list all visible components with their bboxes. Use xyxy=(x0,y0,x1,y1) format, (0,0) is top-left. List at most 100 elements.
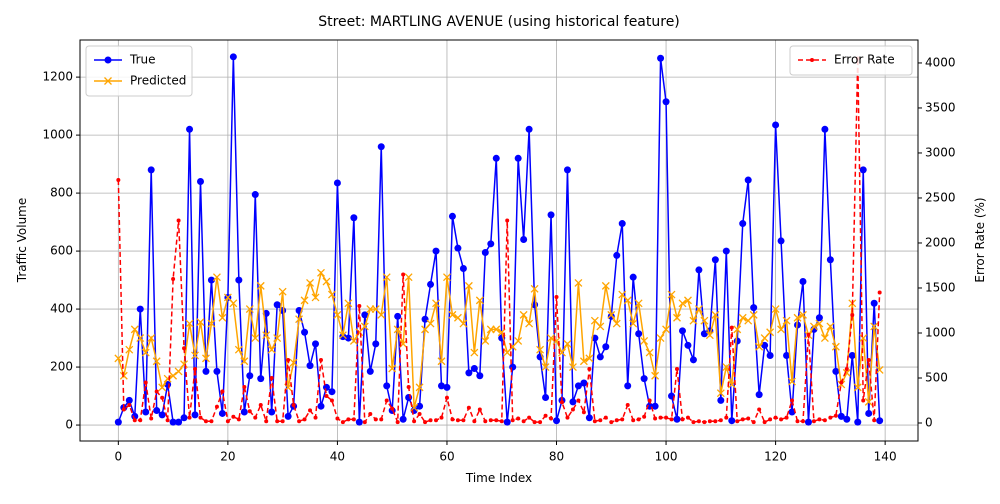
marker xyxy=(757,407,762,412)
marker xyxy=(262,331,271,340)
marker xyxy=(815,319,824,328)
marker xyxy=(242,384,247,389)
marker xyxy=(662,98,670,106)
marker xyxy=(475,296,484,305)
marker xyxy=(581,410,586,415)
marker xyxy=(728,417,736,425)
marker xyxy=(773,415,778,420)
y2-tick-label: 2500 xyxy=(925,190,956,204)
marker xyxy=(300,296,309,305)
marker xyxy=(240,357,249,366)
marker xyxy=(549,416,554,421)
marker xyxy=(377,310,386,319)
marker xyxy=(324,393,329,398)
marker xyxy=(273,334,282,343)
marker xyxy=(783,351,791,359)
marker xyxy=(426,319,435,328)
marker xyxy=(631,418,636,423)
marker xyxy=(772,121,780,129)
marker xyxy=(751,420,756,425)
marker xyxy=(667,290,676,299)
marker xyxy=(114,418,122,426)
marker xyxy=(136,334,145,343)
marker xyxy=(339,333,347,341)
marker xyxy=(542,394,550,402)
marker xyxy=(390,406,395,411)
marker xyxy=(509,363,517,371)
legend-label: True xyxy=(129,53,156,67)
marker xyxy=(832,367,840,375)
marker xyxy=(138,418,143,423)
marker xyxy=(427,280,435,288)
marker xyxy=(218,409,226,417)
legend-label: Error Rate xyxy=(834,53,895,67)
marker xyxy=(696,419,701,424)
marker xyxy=(437,382,445,390)
marker xyxy=(809,322,818,331)
marker xyxy=(258,402,263,407)
marker xyxy=(142,408,150,416)
marker xyxy=(443,273,451,282)
marker xyxy=(318,357,323,362)
marker xyxy=(432,299,440,308)
marker xyxy=(229,53,237,61)
y-tick-label: 1200 xyxy=(42,70,73,84)
marker xyxy=(675,366,680,371)
marker xyxy=(844,366,849,371)
marker xyxy=(739,220,747,228)
marker xyxy=(613,251,621,259)
marker xyxy=(782,316,791,325)
marker xyxy=(877,290,882,295)
marker xyxy=(487,240,495,248)
marker xyxy=(848,351,856,359)
y-tick-label: 400 xyxy=(50,302,73,316)
marker xyxy=(428,418,433,423)
marker xyxy=(207,319,216,328)
marker xyxy=(455,418,460,423)
legend-box xyxy=(789,45,913,76)
marker xyxy=(450,417,455,422)
marker xyxy=(738,313,747,322)
marker xyxy=(833,413,838,418)
marker xyxy=(492,154,500,162)
marker xyxy=(854,418,862,426)
y2-tick-label: 500 xyxy=(925,370,948,384)
marker xyxy=(481,249,489,257)
marker xyxy=(673,415,681,423)
marker xyxy=(678,327,686,335)
marker xyxy=(158,383,167,392)
marker xyxy=(607,310,616,319)
marker xyxy=(592,419,597,424)
y2-axis-label: Error Rate (%) xyxy=(973,197,987,282)
marker xyxy=(559,400,564,405)
marker xyxy=(121,407,126,412)
marker xyxy=(505,218,510,223)
marker xyxy=(434,418,439,423)
marker xyxy=(399,415,407,423)
marker xyxy=(718,418,723,423)
marker xyxy=(536,345,545,354)
marker xyxy=(647,398,652,403)
marker xyxy=(317,402,325,410)
marker xyxy=(317,268,325,277)
marker xyxy=(876,417,884,425)
marker xyxy=(125,396,133,404)
marker xyxy=(377,143,385,151)
marker xyxy=(306,362,314,370)
marker xyxy=(459,264,467,272)
marker xyxy=(750,304,758,312)
marker xyxy=(864,397,873,406)
plot-frame xyxy=(79,39,919,442)
marker xyxy=(601,281,610,290)
marker xyxy=(236,417,241,422)
marker xyxy=(762,420,767,425)
x-tick-label: 100 xyxy=(655,450,678,464)
marker xyxy=(596,322,605,331)
marker xyxy=(755,391,763,399)
marker xyxy=(733,325,742,334)
marker xyxy=(395,420,400,425)
marker xyxy=(859,166,867,174)
marker xyxy=(368,411,373,416)
marker xyxy=(175,418,183,426)
